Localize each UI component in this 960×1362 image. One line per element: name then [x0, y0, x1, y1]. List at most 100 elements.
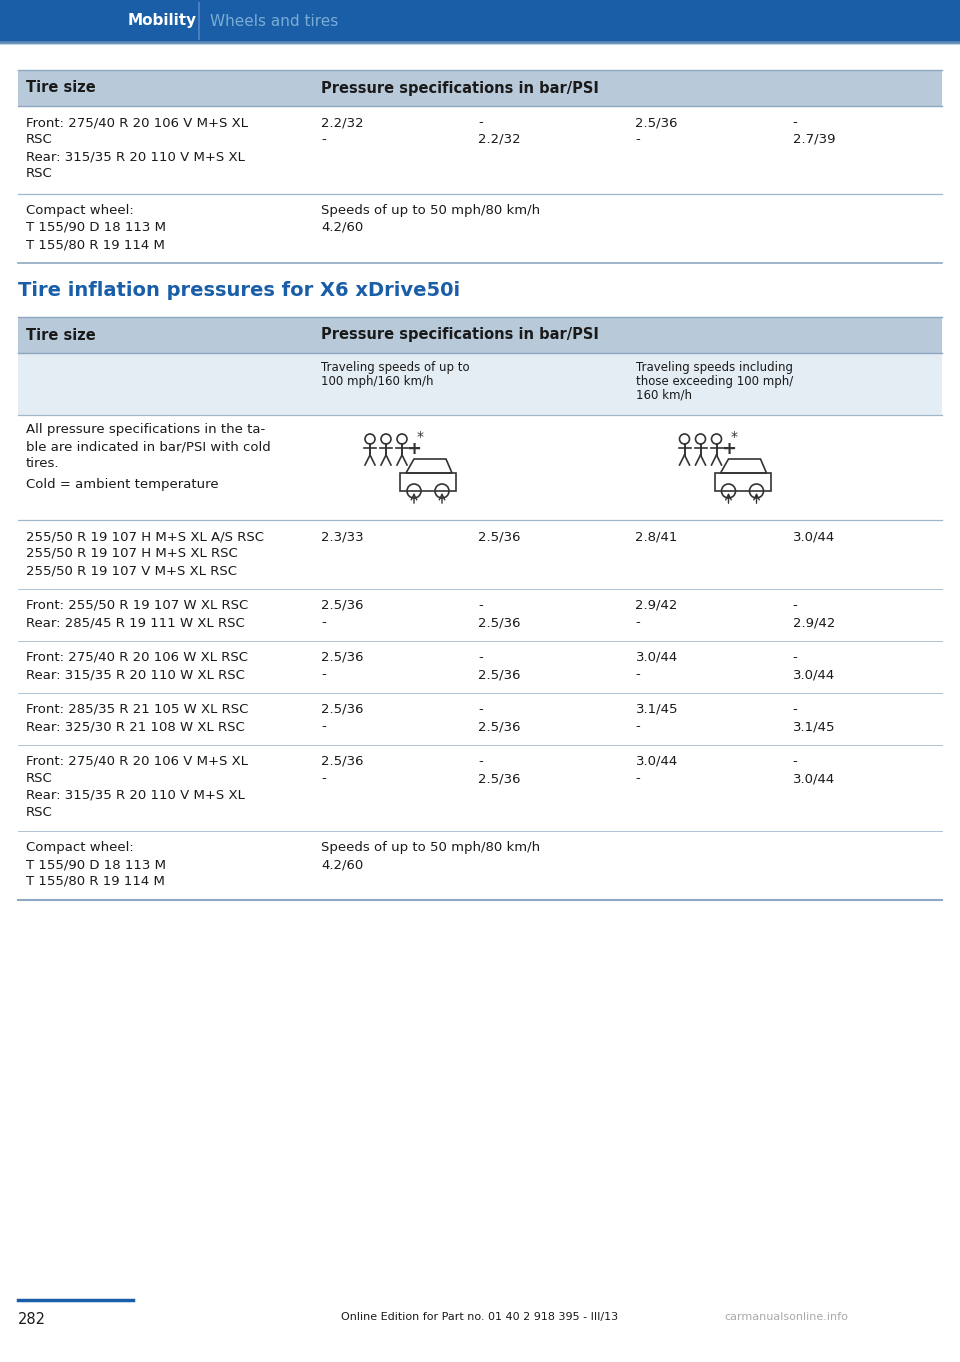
Text: 3.0/44: 3.0/44 — [636, 651, 678, 665]
Text: 4.2/60: 4.2/60 — [321, 221, 363, 234]
Text: -: - — [793, 599, 798, 612]
Text: Traveling speeds of up to: Traveling speeds of up to — [321, 361, 469, 375]
Text: T 155/90 D 18 113 M: T 155/90 D 18 113 M — [26, 858, 166, 872]
Text: Rear: 285/45 R 19 111 W XL RSC: Rear: 285/45 R 19 111 W XL RSC — [26, 616, 245, 629]
Text: Front: 275/40 R 20 106 W XL RSC: Front: 275/40 R 20 106 W XL RSC — [26, 651, 248, 665]
Text: 160 km/h: 160 km/h — [636, 390, 691, 402]
Text: -: - — [321, 720, 325, 733]
Text: Front: 285/35 R 21 105 W XL RSC: Front: 285/35 R 21 105 W XL RSC — [26, 703, 249, 716]
Text: 2.5/36: 2.5/36 — [321, 599, 364, 612]
Text: 2.2/32: 2.2/32 — [321, 116, 364, 129]
Text: 2.5/36: 2.5/36 — [321, 755, 364, 768]
Text: ble are indicated in bar/PSI with cold: ble are indicated in bar/PSI with cold — [26, 440, 271, 454]
Text: T 155/90 D 18 113 M: T 155/90 D 18 113 M — [26, 221, 166, 234]
Text: 255/50 R 19 107 H M+S XL RSC: 255/50 R 19 107 H M+S XL RSC — [26, 548, 238, 560]
Text: All pressure specifications in the ta-: All pressure specifications in the ta- — [26, 424, 265, 436]
Text: -: - — [321, 616, 325, 629]
Text: 2.9/42: 2.9/42 — [793, 616, 835, 629]
Text: -: - — [478, 651, 483, 665]
Text: 255/50 R 19 107 V M+S XL RSC: 255/50 R 19 107 V M+S XL RSC — [26, 564, 237, 577]
Text: Front: 275/40 R 20 106 V M+S XL: Front: 275/40 R 20 106 V M+S XL — [26, 755, 248, 768]
Text: -: - — [793, 116, 798, 129]
Text: 3.0/44: 3.0/44 — [793, 667, 835, 681]
Text: -: - — [478, 703, 483, 716]
Text: Online Edition for Part no. 01 40 2 918 395 - III/13: Online Edition for Part no. 01 40 2 918 … — [342, 1312, 618, 1323]
Text: 2.5/36: 2.5/36 — [478, 720, 520, 733]
Text: Tire size: Tire size — [26, 80, 96, 95]
Text: T 155/80 R 19 114 M: T 155/80 R 19 114 M — [26, 238, 165, 251]
Text: -: - — [478, 755, 483, 768]
Bar — [18, 317, 942, 353]
Text: Cold = ambient temperature: Cold = ambient temperature — [26, 478, 219, 490]
Text: RSC: RSC — [26, 772, 53, 785]
Text: +: + — [406, 440, 421, 458]
Text: T 155/80 R 19 114 M: T 155/80 R 19 114 M — [26, 874, 165, 888]
Text: tires.: tires. — [26, 458, 60, 470]
Text: -: - — [478, 116, 483, 129]
Text: Mobility: Mobility — [128, 14, 197, 29]
Text: 3.1/45: 3.1/45 — [793, 720, 835, 733]
Text: 2.5/36: 2.5/36 — [478, 616, 520, 629]
Text: -: - — [321, 772, 325, 785]
Text: Compact wheel:: Compact wheel: — [26, 840, 133, 854]
Text: -: - — [636, 133, 640, 146]
Bar — [18, 353, 942, 415]
Text: 2.9/42: 2.9/42 — [636, 599, 678, 612]
Text: 4.2/60: 4.2/60 — [321, 858, 363, 872]
Text: -: - — [793, 703, 798, 716]
Text: -: - — [636, 667, 640, 681]
Text: Wheels and tires: Wheels and tires — [210, 14, 338, 29]
Bar — [0, 0, 960, 42]
Bar — [18, 69, 942, 106]
Text: 3.1/45: 3.1/45 — [636, 703, 678, 716]
Text: carmanualsonline.info: carmanualsonline.info — [725, 1312, 849, 1323]
Text: +: + — [721, 440, 736, 458]
Text: 2.5/36: 2.5/36 — [321, 651, 364, 665]
Text: *: * — [417, 430, 423, 444]
Text: Tire size: Tire size — [26, 327, 96, 342]
Text: -: - — [793, 755, 798, 768]
Text: 3.0/44: 3.0/44 — [793, 530, 835, 543]
Text: 100 mph/160 km/h: 100 mph/160 km/h — [321, 375, 434, 388]
Text: Rear: 315/35 R 20 110 V M+S XL: Rear: 315/35 R 20 110 V M+S XL — [26, 150, 245, 163]
Text: Traveling speeds including: Traveling speeds including — [636, 361, 793, 375]
Text: Tire inflation pressures for X6 xDrive50i: Tire inflation pressures for X6 xDrive50… — [18, 281, 460, 300]
Text: 2.8/41: 2.8/41 — [636, 530, 678, 543]
Text: 255/50 R 19 107 H M+S XL A/S RSC: 255/50 R 19 107 H M+S XL A/S RSC — [26, 530, 264, 543]
Text: 3.0/44: 3.0/44 — [793, 772, 835, 785]
Text: Rear: 325/30 R 21 108 W XL RSC: Rear: 325/30 R 21 108 W XL RSC — [26, 720, 245, 733]
Text: Rear: 315/35 R 20 110 V M+S XL: Rear: 315/35 R 20 110 V M+S XL — [26, 789, 245, 802]
Text: Compact wheel:: Compact wheel: — [26, 204, 133, 217]
Text: 3.0/44: 3.0/44 — [636, 755, 678, 768]
Text: 2.5/36: 2.5/36 — [478, 667, 520, 681]
Text: Speeds of up to 50 mph/80 km/h: Speeds of up to 50 mph/80 km/h — [321, 840, 540, 854]
Text: 2.5/36: 2.5/36 — [636, 116, 678, 129]
Text: 2.5/36: 2.5/36 — [321, 703, 364, 716]
Text: Front: 255/50 R 19 107 W XL RSC: Front: 255/50 R 19 107 W XL RSC — [26, 599, 249, 612]
Text: 2.7/39: 2.7/39 — [793, 133, 835, 146]
Bar — [198, 1, 200, 39]
Text: -: - — [478, 599, 483, 612]
Text: 2.5/36: 2.5/36 — [478, 772, 520, 785]
Text: RSC: RSC — [26, 806, 53, 819]
Bar — [400, 473, 456, 490]
Text: -: - — [321, 133, 325, 146]
Text: Pressure specifications in bar/PSI: Pressure specifications in bar/PSI — [321, 327, 599, 342]
Text: -: - — [321, 667, 325, 681]
Text: Speeds of up to 50 mph/80 km/h: Speeds of up to 50 mph/80 km/h — [321, 204, 540, 217]
Text: Rear: 315/35 R 20 110 W XL RSC: Rear: 315/35 R 20 110 W XL RSC — [26, 667, 245, 681]
Bar — [714, 473, 771, 490]
Text: Pressure specifications in bar/PSI: Pressure specifications in bar/PSI — [321, 80, 599, 95]
Text: RSC: RSC — [26, 168, 53, 180]
Text: 2.3/33: 2.3/33 — [321, 530, 364, 543]
Text: 282: 282 — [18, 1312, 46, 1327]
Text: -: - — [636, 720, 640, 733]
Text: 2.5/36: 2.5/36 — [478, 530, 520, 543]
Text: *: * — [731, 430, 738, 444]
Text: 2.2/32: 2.2/32 — [478, 133, 521, 146]
Text: Front: 275/40 R 20 106 V M+S XL: Front: 275/40 R 20 106 V M+S XL — [26, 116, 248, 129]
Text: -: - — [636, 772, 640, 785]
Text: -: - — [636, 616, 640, 629]
Text: those exceeding 100 mph/: those exceeding 100 mph/ — [636, 375, 793, 388]
Text: RSC: RSC — [26, 133, 53, 146]
